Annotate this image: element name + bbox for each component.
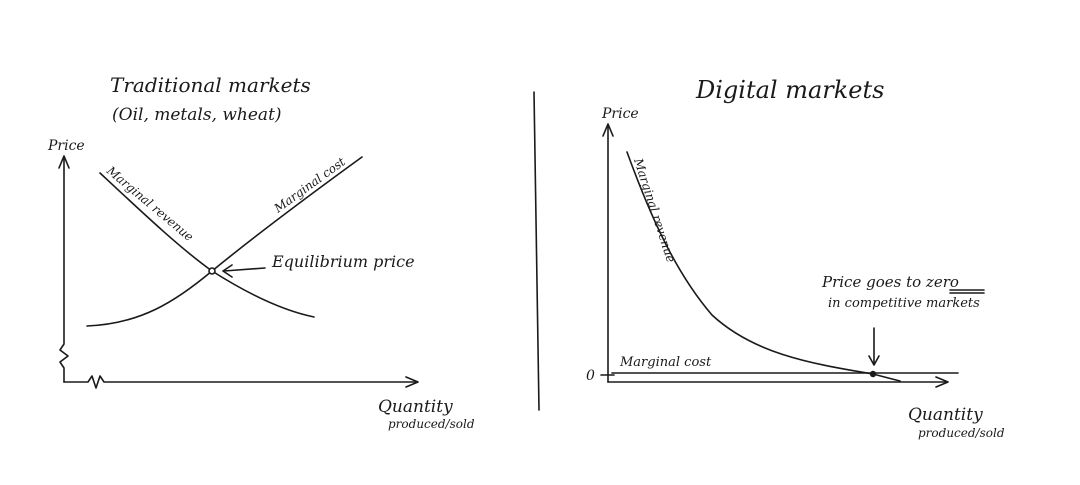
traditional-equilibrium-arrow [222,264,266,278]
digital-annotation-line1: Price goes to zero [821,273,959,291]
digital-x-axis-sublabel: produced/sold [918,426,1005,440]
digital-marginal-revenue-label: Marginal revenue [631,156,678,264]
digital-markets-panel: Digital markets Price 0 Quantity produce… [586,76,1005,440]
digital-y-axis-label: Price [601,106,639,122]
traditional-x-axis [63,375,417,389]
traditional-marginal-revenue-label: Marginal revenue [103,163,196,244]
digital-y-axis-arrowhead [602,123,614,137]
traditional-equilibrium-label: Equilibrium price [271,252,415,271]
digital-zero-label: 0 [586,368,595,384]
traditional-x-axis-sublabel: produced/sold [388,417,475,431]
traditional-marginal-cost-label: Marginal cost [271,155,348,216]
digital-x-axis-label: Quantity [908,405,983,425]
digital-x-axis-arrowhead [935,376,949,388]
traditional-x-axis-label: Quantity [378,397,453,417]
traditional-x-axis-arrowhead [405,376,419,388]
panel-divider [533,91,540,411]
digital-annotation-underline [949,289,985,294]
traditional-y-axis-label: Price [47,138,85,154]
traditional-markets-panel: Traditional markets (Oil, metals, wheat)… [47,73,475,431]
digital-annotation-prefix: Price goes to [821,273,926,291]
traditional-equilibrium-point [208,267,216,275]
digital-annotation-arrow [868,327,880,366]
digital-marginal-cost-label: Marginal cost [619,355,712,370]
traditional-title: Traditional markets [110,73,311,97]
digital-marginal-revenue-curve [626,151,901,382]
digital-zero-price-point [869,370,877,378]
traditional-y-axis-arrowhead [58,155,70,169]
traditional-subtitle: (Oil, metals, wheat) [112,105,282,125]
digital-title: Digital markets [695,76,884,104]
digital-annotation-line2: in competitive markets [828,296,980,311]
digital-annotation-emphasis: zero [925,273,959,291]
traditional-y-axis [59,157,69,383]
